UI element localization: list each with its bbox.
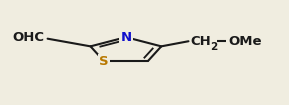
Text: OMe: OMe [228, 35, 262, 48]
Text: CH: CH [190, 35, 211, 48]
Text: N: N [120, 31, 131, 44]
Text: S: S [99, 55, 109, 68]
Text: OHC: OHC [13, 31, 45, 44]
Text: 2: 2 [210, 42, 218, 52]
